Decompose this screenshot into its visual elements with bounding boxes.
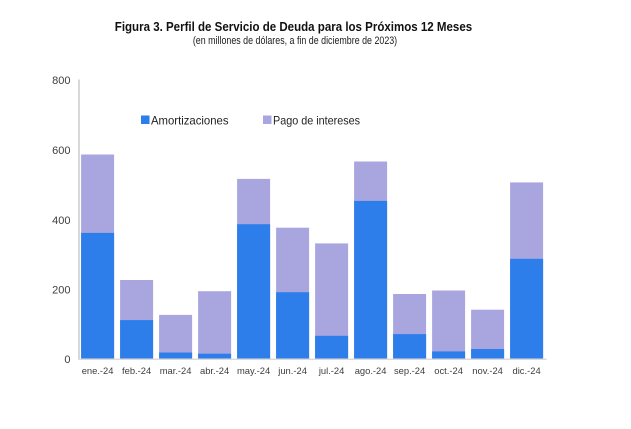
svg-text:oct.-24: oct.-24 <box>434 365 463 376</box>
svg-text:jun.-24: jun.-24 <box>277 365 307 376</box>
svg-text:dic.-24: dic.-24 <box>513 365 541 376</box>
svg-text:0: 0 <box>64 354 70 366</box>
svg-text:Pago de intereses: Pago de intereses <box>273 113 360 127</box>
svg-text:mar.-24: mar.-24 <box>160 365 192 376</box>
svg-text:800: 800 <box>52 75 70 87</box>
svg-text:Amortizaciones: Amortizaciones <box>151 113 229 127</box>
svg-text:may.-24: may.-24 <box>237 365 270 376</box>
svg-text:nov.-24: nov.-24 <box>472 365 503 376</box>
svg-text:ene.-24: ene.-24 <box>82 365 114 376</box>
svg-text:feb.-24: feb.-24 <box>122 365 151 376</box>
svg-text:jul.-24: jul.-24 <box>318 365 345 376</box>
svg-text:sep.-24: sep.-24 <box>394 365 425 376</box>
svg-text:ago.-24: ago.-24 <box>355 365 387 376</box>
svg-text:200: 200 <box>52 285 70 297</box>
svg-text:400: 400 <box>52 215 70 227</box>
svg-text:600: 600 <box>52 145 70 157</box>
svg-text:abr.-24: abr.-24 <box>200 365 229 376</box>
